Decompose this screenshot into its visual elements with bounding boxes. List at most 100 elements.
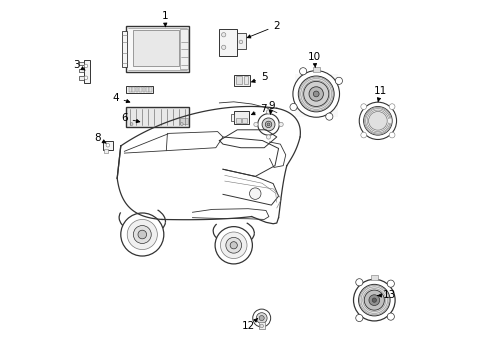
Bar bbox=[126, 107, 188, 127]
Circle shape bbox=[313, 91, 319, 97]
Circle shape bbox=[298, 76, 333, 112]
Bar bbox=[83, 60, 90, 83]
Circle shape bbox=[359, 102, 396, 139]
Circle shape bbox=[215, 226, 252, 264]
Bar bbox=[235, 76, 242, 84]
Circle shape bbox=[360, 132, 366, 138]
Circle shape bbox=[388, 104, 394, 109]
Circle shape bbox=[355, 314, 362, 321]
Bar bbox=[132, 87, 135, 92]
Circle shape bbox=[388, 132, 394, 138]
Bar bbox=[122, 31, 126, 67]
Bar bbox=[233, 75, 249, 86]
Text: 12: 12 bbox=[242, 319, 257, 331]
Circle shape bbox=[220, 232, 246, 258]
Bar bbox=[241, 118, 246, 123]
Circle shape bbox=[368, 112, 386, 130]
Text: 2: 2 bbox=[247, 21, 280, 38]
Circle shape bbox=[260, 324, 263, 328]
Text: 3: 3 bbox=[73, 60, 85, 70]
Circle shape bbox=[360, 104, 366, 109]
Circle shape bbox=[127, 220, 157, 249]
Circle shape bbox=[371, 298, 376, 302]
Bar bbox=[104, 149, 107, 153]
Bar bbox=[142, 87, 145, 92]
Circle shape bbox=[138, 230, 146, 239]
Bar bbox=[312, 67, 319, 72]
Text: 13: 13 bbox=[377, 291, 396, 301]
Circle shape bbox=[262, 118, 274, 131]
Circle shape bbox=[308, 87, 323, 101]
Bar bbox=[79, 69, 84, 72]
Circle shape bbox=[355, 279, 362, 286]
Circle shape bbox=[259, 316, 264, 320]
Bar bbox=[126, 86, 153, 93]
Text: 1: 1 bbox=[161, 11, 168, 27]
Text: 10: 10 bbox=[307, 52, 320, 68]
Text: 5: 5 bbox=[251, 72, 267, 82]
Circle shape bbox=[363, 107, 391, 135]
Circle shape bbox=[266, 135, 270, 139]
Circle shape bbox=[121, 213, 163, 256]
Text: 4: 4 bbox=[112, 93, 129, 103]
Bar bbox=[258, 321, 265, 329]
Circle shape bbox=[84, 76, 88, 80]
Circle shape bbox=[225, 237, 241, 253]
Circle shape bbox=[386, 313, 394, 320]
Circle shape bbox=[253, 122, 258, 127]
Bar bbox=[126, 26, 188, 72]
Bar bbox=[146, 87, 148, 92]
Circle shape bbox=[278, 122, 283, 127]
Circle shape bbox=[335, 77, 342, 85]
Text: 7: 7 bbox=[251, 104, 266, 115]
Circle shape bbox=[353, 279, 394, 321]
Bar bbox=[133, 30, 179, 66]
Circle shape bbox=[133, 226, 151, 243]
Circle shape bbox=[249, 188, 261, 199]
Bar bbox=[371, 275, 377, 280]
Bar bbox=[219, 30, 237, 56]
Circle shape bbox=[257, 114, 279, 135]
Circle shape bbox=[256, 313, 266, 323]
Circle shape bbox=[106, 143, 109, 147]
Circle shape bbox=[358, 284, 389, 316]
Circle shape bbox=[299, 68, 306, 75]
Bar bbox=[149, 87, 152, 92]
Circle shape bbox=[292, 71, 339, 117]
Circle shape bbox=[289, 103, 297, 111]
Circle shape bbox=[252, 309, 270, 327]
Circle shape bbox=[303, 81, 328, 107]
Circle shape bbox=[266, 110, 270, 114]
Bar bbox=[235, 118, 241, 123]
Text: 11: 11 bbox=[373, 86, 386, 102]
Circle shape bbox=[239, 40, 242, 44]
Circle shape bbox=[266, 123, 269, 126]
Text: 6: 6 bbox=[121, 113, 140, 123]
Bar bbox=[102, 140, 113, 149]
Bar bbox=[233, 111, 248, 125]
Circle shape bbox=[221, 33, 225, 37]
Bar bbox=[237, 33, 246, 49]
Bar bbox=[230, 114, 234, 121]
Circle shape bbox=[84, 64, 88, 68]
Bar bbox=[139, 87, 142, 92]
Text: 9: 9 bbox=[267, 101, 274, 114]
Circle shape bbox=[221, 45, 225, 49]
Circle shape bbox=[130, 123, 133, 126]
Circle shape bbox=[386, 280, 394, 287]
Circle shape bbox=[180, 123, 183, 126]
Circle shape bbox=[364, 290, 384, 310]
Text: 8: 8 bbox=[94, 133, 106, 143]
Bar bbox=[136, 87, 138, 92]
Bar bbox=[79, 76, 84, 80]
Bar bbox=[129, 87, 131, 92]
Bar bbox=[79, 62, 84, 65]
Circle shape bbox=[368, 295, 379, 306]
Bar bbox=[180, 118, 187, 124]
Circle shape bbox=[230, 242, 237, 249]
Circle shape bbox=[325, 113, 332, 120]
Bar bbox=[244, 76, 247, 84]
Bar bbox=[180, 30, 187, 69]
Bar bbox=[294, 74, 337, 117]
Circle shape bbox=[265, 121, 271, 128]
